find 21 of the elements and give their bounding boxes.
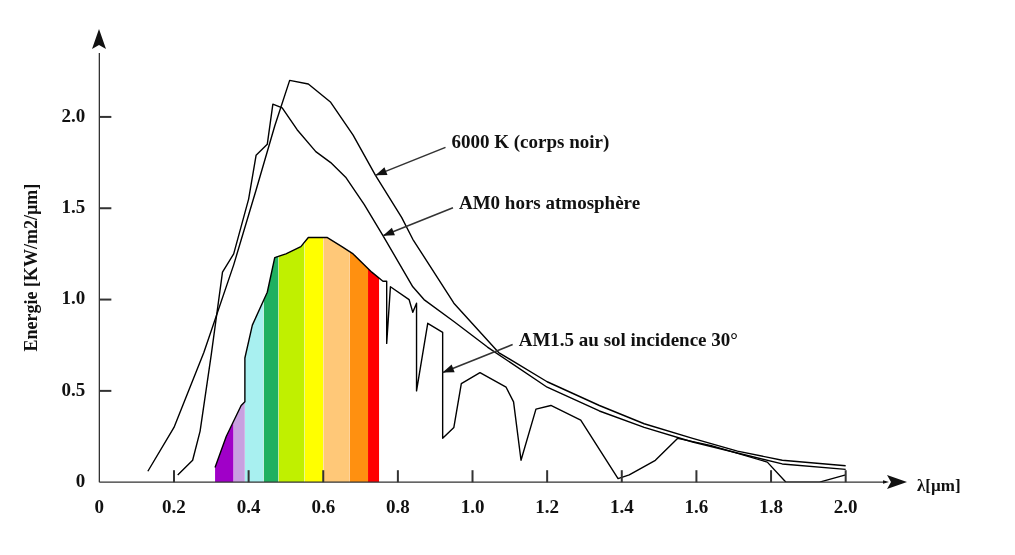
annotation: 6000 K (corps noir) <box>451 131 610 154</box>
x-tick-label: 2.0 <box>833 495 858 517</box>
y-tick-label: 1.5 <box>61 196 86 218</box>
annotation: AM1.5 au sol incidence 30° <box>518 328 738 350</box>
x-tick-label: 0.2 <box>162 495 186 517</box>
x-axis-title: λ[µm] <box>917 475 961 495</box>
x-tick-label: 1.6 <box>684 495 709 517</box>
y-tick-label: 0 <box>75 470 86 492</box>
x-tick-label: 1.0 <box>460 495 485 517</box>
y-tick-label: 0.5 <box>61 378 86 400</box>
x-tick-label: 0.6 <box>311 495 336 517</box>
x-tick-label: 1.2 <box>535 495 560 517</box>
x-tick-label: 1.4 <box>609 495 635 517</box>
annotation: AM0 hors atmosphère <box>458 191 641 213</box>
x-tick-label: 0.4 <box>236 495 261 517</box>
x-tick-label: 0 <box>94 495 105 517</box>
x-tick-label: 0.8 <box>386 495 410 517</box>
y-tick-label: 1.0 <box>61 287 86 309</box>
y-axis-title: Energie [KW/m2/µm] <box>21 183 42 352</box>
y-tick-label: 2.0 <box>61 104 86 126</box>
x-tick-label: 1.8 <box>759 495 783 517</box>
